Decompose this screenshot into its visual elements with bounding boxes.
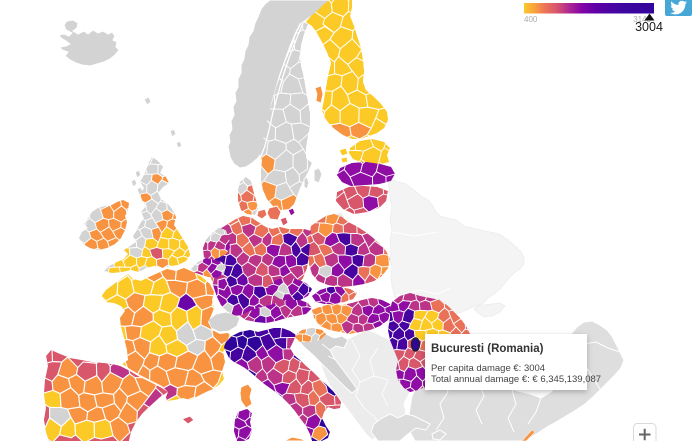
svg-text:3140: 3140: [633, 15, 651, 24]
svg-text:Per capita damage €: 3004: Per capita damage €: 3004: [431, 363, 545, 374]
svg-text:Total annual damage €: € 6,345: Total annual damage €: € 6,345,139,087: [431, 374, 601, 385]
svg-text:3004: 3004: [635, 20, 663, 34]
svg-text:Bucuresti (Romania): Bucuresti (Romania): [431, 343, 544, 355]
svg-text:400: 400: [524, 15, 538, 24]
